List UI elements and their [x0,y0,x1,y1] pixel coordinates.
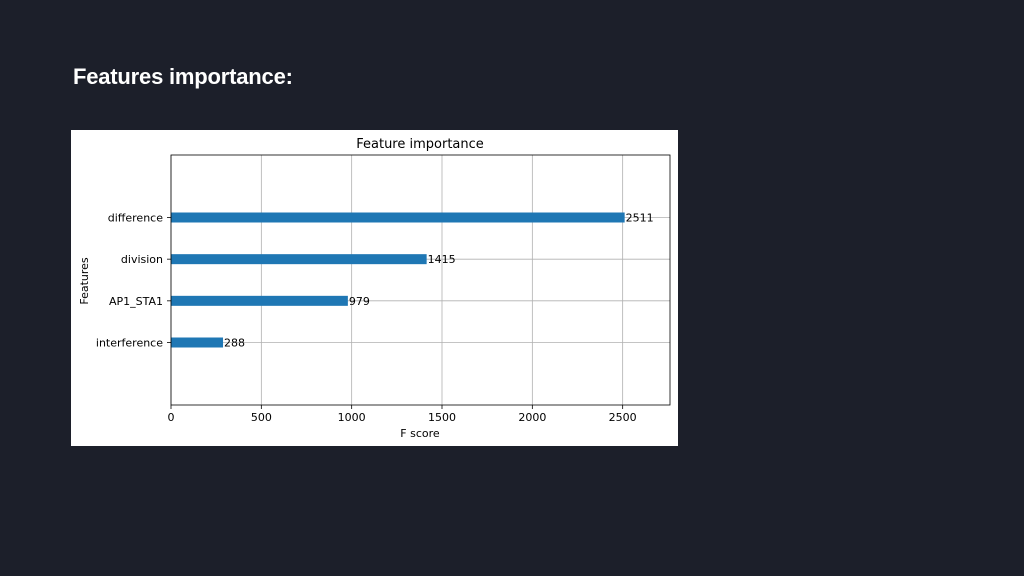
slide-title: Features importance: [73,64,293,89]
x-tick-label: 2500 [609,411,637,424]
bars [171,212,625,348]
data-label: 2511 [626,212,654,225]
x-tick-label: 1000 [338,411,366,424]
x-tick-label: 1500 [428,411,456,424]
data-label: 979 [349,295,370,308]
plot-frame [170,154,671,406]
data-labels: 2511 1415 979 288 [224,212,654,350]
bar-interference [171,337,224,348]
data-label: 288 [224,337,245,350]
ticks: 0 500 1000 1500 2000 2500 difference division AP… [96,212,637,425]
chart-title: Feature importance [356,137,484,152]
chart-panel: 0 500 1000 1500 2000 2500 difference division AP… [71,130,678,446]
x-tick-label: 500 [251,411,272,424]
feature-importance-chart: 0 500 1000 1500 2000 2500 difference division AP… [78,137,671,440]
grid-lines [170,155,670,405]
data-label: 1415 [428,253,456,266]
y-tick-label: division [121,253,163,266]
x-tick-label: 2000 [518,411,546,424]
y-tick-label: difference [108,212,163,225]
x-axis-label: F score [400,427,440,440]
x-tick-label: 0 [168,411,175,424]
y-axis-label: Features [78,257,91,305]
bar-ap1_sta1 [171,295,348,306]
bar-division [171,254,427,265]
y-tick-label: AP1_STA1 [109,295,163,308]
bar-difference [171,212,625,223]
y-tick-label: interference [96,337,163,350]
